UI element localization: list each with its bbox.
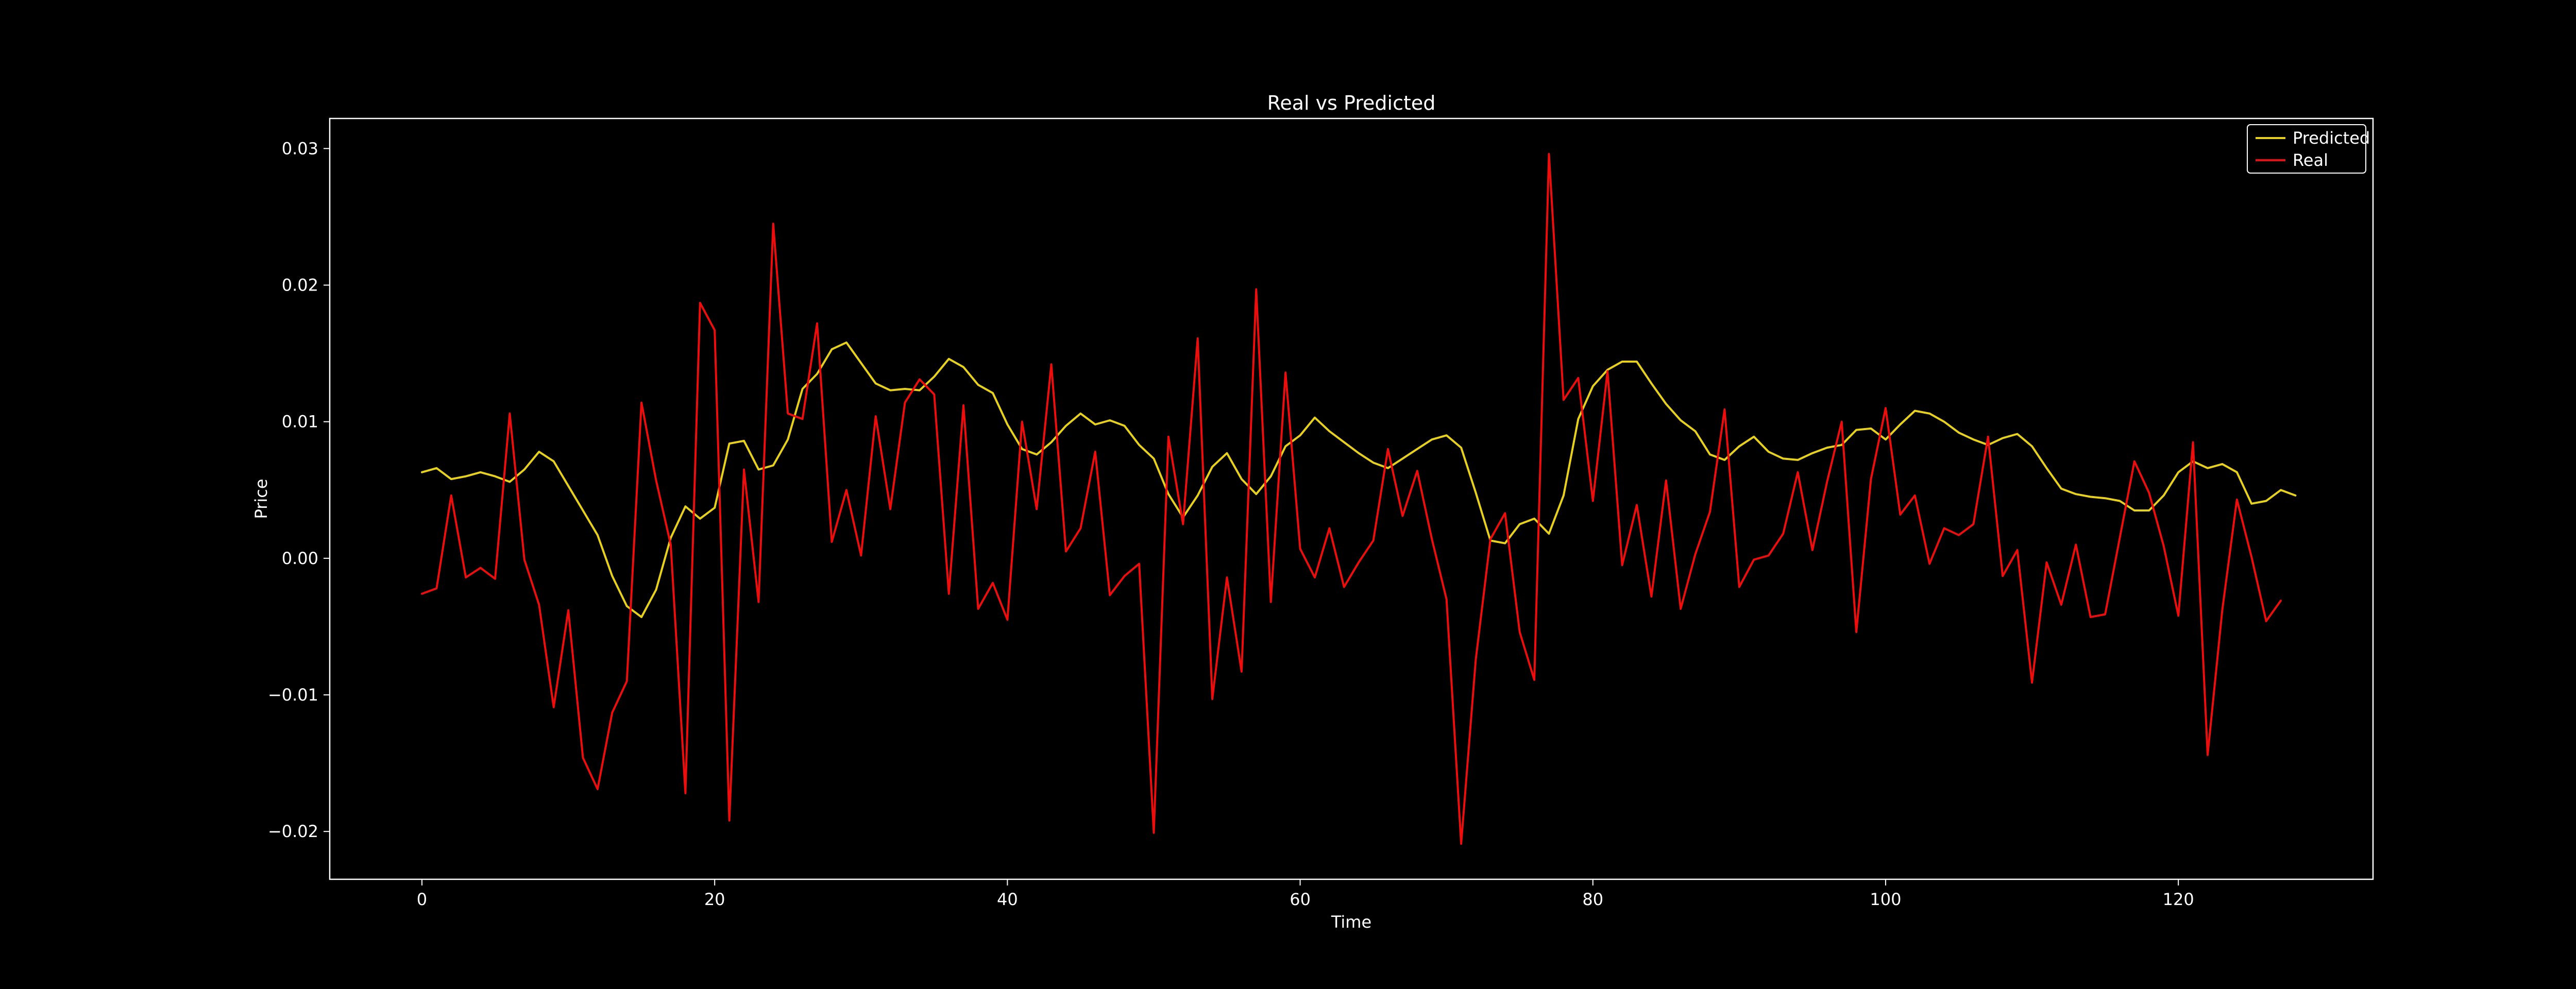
plot-area-frame (329, 117, 2374, 880)
series-line-predicted (421, 341, 2297, 618)
y-tick-label: 0.00 (282, 549, 318, 568)
axis-ticks: 0 20 40 60 80 100 120 −0.02 −0.01 0.00 0.01 0.02 0.0… (268, 139, 2194, 909)
x-axis-title: Time (1331, 912, 1371, 932)
series-line-real (421, 152, 2282, 845)
y-tick-label: 0.03 (282, 139, 318, 158)
x-tick-label: 80 (1582, 890, 1603, 909)
x-tick-label: 40 (997, 890, 1018, 909)
plot-lines (421, 152, 2297, 845)
x-tick-label: 120 (2163, 890, 2194, 909)
y-tick-label: 0.01 (282, 412, 318, 432)
y-axis-title: Price (251, 479, 271, 519)
x-tick-label: 20 (704, 890, 725, 909)
y-tick-label: 0.02 (282, 276, 318, 295)
y-tick-label: −0.01 (268, 685, 318, 705)
x-tick-label: 60 (1290, 890, 1311, 909)
x-tick-label: 0 (417, 890, 427, 909)
y-tick-label: −0.02 (268, 822, 318, 841)
chart-title: Real vs Predicted (1267, 92, 1436, 114)
legend-label-predicted: Predicted (2293, 128, 2370, 148)
legend-label-real: Real (2293, 150, 2328, 170)
x-tick-label: 100 (1870, 890, 1901, 909)
